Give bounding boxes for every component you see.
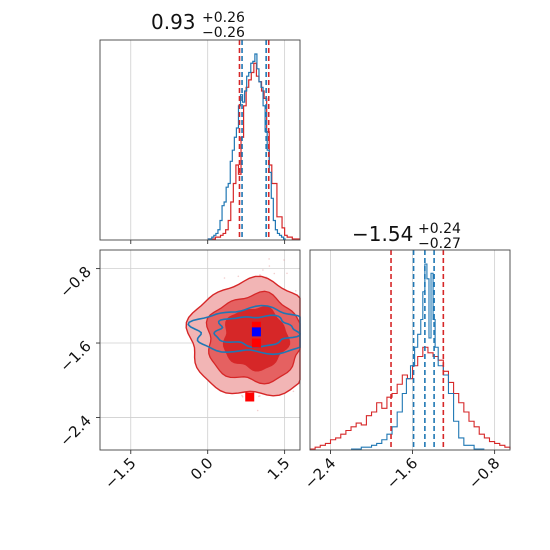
joint-sample-point <box>237 275 240 278</box>
joint-sample-point <box>295 290 297 292</box>
joint-sample-point <box>241 394 243 397</box>
param1-title-plus: +0.26 <box>202 10 245 26</box>
joint-red-square-marker <box>245 392 255 402</box>
param2-histogram-frame <box>309 249 511 451</box>
joint-sample-point <box>256 409 259 412</box>
param1-title: 0.93 <box>151 10 196 34</box>
joint-xtick-label: −1.5 <box>101 454 139 492</box>
joint-markers <box>245 321 261 402</box>
param2-title-minus: −0.27 <box>418 236 461 252</box>
joint-blue-contour-inner <box>213 314 301 349</box>
param1-histogram-grid <box>130 40 286 240</box>
param2-xtick-label: −0.8 <box>465 454 503 492</box>
joint-sample-point <box>273 272 276 275</box>
param2-title-median: −1.54 <box>352 222 413 246</box>
param1-histogram-ticks <box>130 240 286 244</box>
param2-histogram-ticks: −2.4 −1.6 −0.8 <box>301 450 503 493</box>
param1-title-median: 0.93 <box>151 10 196 34</box>
joint-sample-point <box>258 395 260 398</box>
joint-sample-point <box>268 258 270 260</box>
param2-histogram-background <box>310 250 510 450</box>
joint-contours <box>185 275 301 397</box>
joint-sample-point <box>241 396 244 398</box>
joint-xtick-label: 1.5 <box>264 454 294 484</box>
param2-title-plus: +0.24 <box>418 221 461 237</box>
joint-xtick-label: 0.0 <box>187 454 217 484</box>
joint-panel-frame <box>99 249 301 451</box>
param2-blue-histogram <box>351 263 485 450</box>
joint-sample-point <box>292 390 295 393</box>
param2-red-histogram <box>310 346 511 450</box>
joint-sample-point <box>259 274 261 276</box>
joint-sample-point <box>262 269 264 271</box>
param2-histogram-panel: −2.4 −1.6 −0.8 −1.54 +0.24 −0.27 <box>301 221 511 493</box>
param1-title-minus: −0.26 <box>202 25 245 41</box>
joint-ytick-label: −2.4 <box>56 412 94 450</box>
joint-sample-point <box>268 265 271 267</box>
joint-panel: −2.4 −1.6 −0.8 −1.5 0.0 1.5 <box>56 249 301 493</box>
param1-quantile-lines <box>238 40 270 240</box>
param1-histogram-panel: 0.93 +0.26 −0.26 <box>99 10 301 244</box>
param2-histogram-grid <box>330 250 496 450</box>
joint-ytick-label: −1.6 <box>56 337 94 375</box>
joint-sample-point <box>223 277 226 279</box>
joint-blue-square-marker <box>251 327 261 337</box>
param2-quantile-lines <box>390 250 445 450</box>
param1-blue-histogram <box>207 53 286 240</box>
param1-histograms <box>207 53 300 240</box>
param1-histogram-frame <box>99 39 301 241</box>
param1-histogram-background <box>100 40 300 240</box>
param2-xtick-label: −1.6 <box>383 454 421 492</box>
param2-xtick-label: −2.4 <box>301 454 339 492</box>
param2-histograms <box>310 263 511 450</box>
joint-ytick-label: −0.8 <box>56 263 94 301</box>
joint-red-square-marker <box>251 321 261 331</box>
joint-red-square-marker <box>251 338 261 348</box>
joint-sample-point <box>283 259 285 261</box>
param1-red-histogram <box>207 62 300 240</box>
joint-sample-point <box>286 272 288 275</box>
joint-blue-contour-outer <box>187 304 301 356</box>
